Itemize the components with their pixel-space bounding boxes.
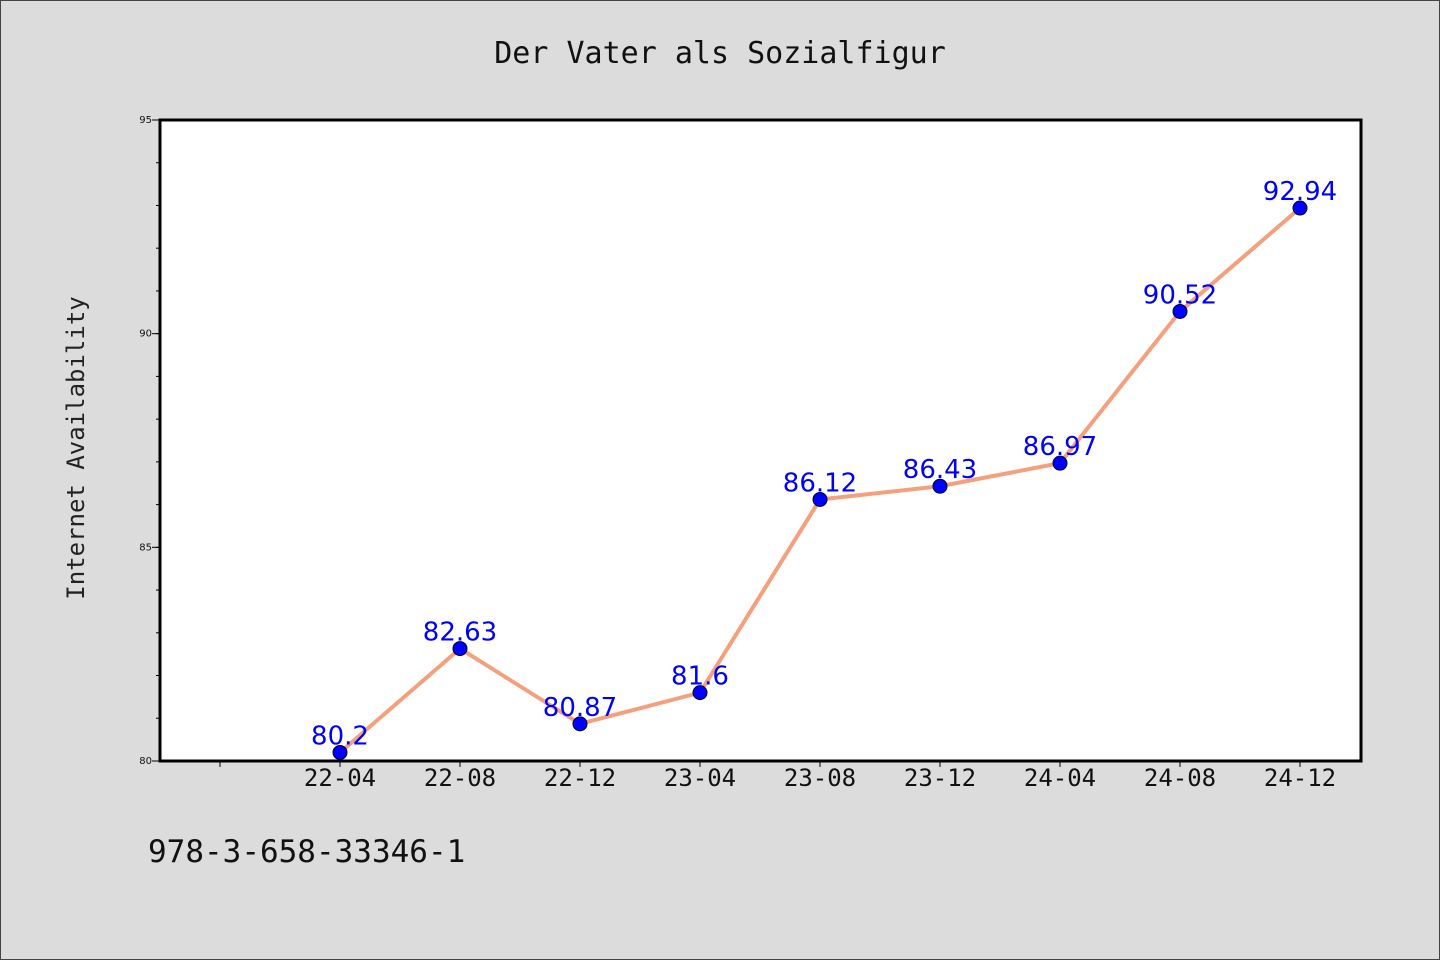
x-tick-label: 24-04 <box>1024 764 1096 792</box>
y-tick-label: 95 <box>139 115 152 126</box>
x-tick-label: 24-08 <box>1144 764 1216 792</box>
x-tick-label: 22-04 <box>304 764 376 792</box>
data-point-label: 80.87 <box>543 693 617 723</box>
data-point-marker <box>1172 303 1188 319</box>
data-point-label: 92.94 <box>1263 177 1337 207</box>
data-point-label: 80.2 <box>311 721 369 751</box>
x-tick-label: 22-08 <box>424 764 496 792</box>
plot-border <box>158 118 1363 763</box>
plot-area: 80 85 90 95 22-04 22-08 22-12 23-04 23-08 23-12 24… <box>139 115 1363 792</box>
y-tick-label: 90 <box>139 329 152 340</box>
data-point-marker <box>1052 455 1068 471</box>
data-point-marker <box>812 491 828 507</box>
data-point-marker <box>1292 200 1308 216</box>
data-point-marker <box>332 744 348 760</box>
x-tick-label: 23-04 <box>664 764 736 792</box>
isbn-footer: 978-3-658-33346-1 <box>148 834 466 870</box>
data-point-label: 82.63 <box>423 618 497 648</box>
y-axis-label: Internet Availability <box>62 296 90 599</box>
y-tick-label: 80 <box>139 756 152 767</box>
data-point-marker <box>572 716 588 732</box>
x-tick-label: 24-12 <box>1264 764 1336 792</box>
data-point-label: 81.6 <box>671 662 729 692</box>
data-point-marker <box>452 641 468 657</box>
plot-background <box>160 120 1361 761</box>
data-point-label: 86.12 <box>783 468 857 498</box>
x-tick-label: 22-12 <box>544 764 616 792</box>
x-tick-label: 23-08 <box>784 764 856 792</box>
data-point-label: 90.52 <box>1143 280 1217 310</box>
chart-title: Der Vater als Sozialfigur <box>494 36 946 71</box>
data-point-label: 86.43 <box>903 455 977 485</box>
y-tick-label: 85 <box>139 542 152 553</box>
data-point-marker <box>692 685 708 701</box>
data-point-label: 86.97 <box>1023 432 1097 462</box>
data-point-marker <box>932 478 948 494</box>
x-tick-label: 23-12 <box>904 764 976 792</box>
